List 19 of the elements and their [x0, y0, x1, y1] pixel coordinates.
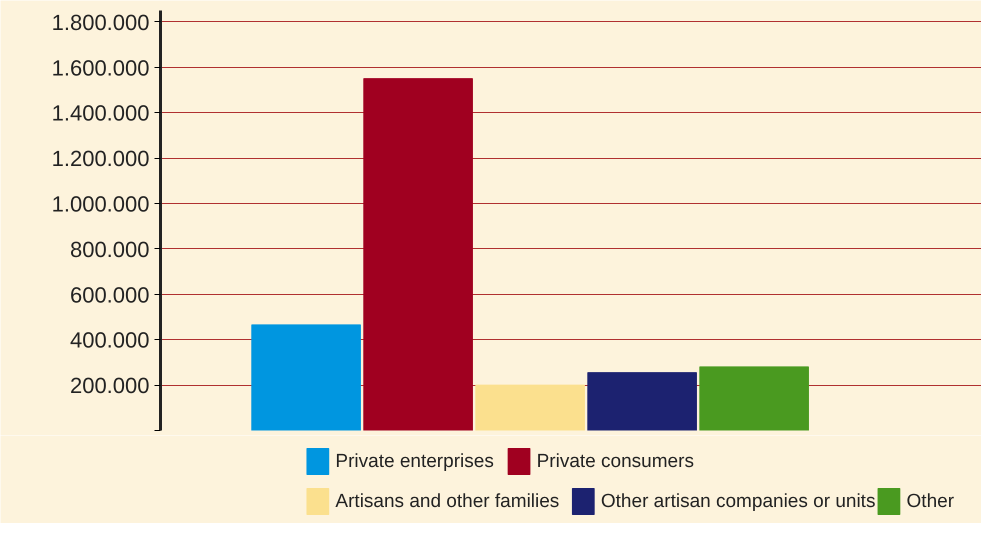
y-tick-label: 1.400.000: [52, 100, 150, 126]
legend-label: Private consumers: [536, 451, 694, 472]
bar: [363, 78, 473, 430]
bar: [587, 372, 697, 430]
legend-label: Other artisan companies or units: [600, 491, 876, 512]
y-tick-label: 1.000.000: [52, 191, 150, 216]
bar: [699, 366, 809, 430]
legend-label: Other: [906, 491, 955, 512]
y-tick-label: 600.000: [70, 282, 150, 308]
y-tick-label: 1.600.000: [52, 55, 150, 80]
y-tick-label: 400.000: [70, 328, 150, 353]
y-tick-label: 1.200.000: [52, 146, 150, 172]
legend-label: Private enterprises: [335, 451, 494, 472]
bar: [251, 324, 361, 430]
y-tick-label: 200.000: [70, 373, 150, 398]
legend-label: Artisans and other families: [335, 491, 560, 512]
y-tick-label: 800.000: [70, 236, 150, 262]
bar: [475, 384, 585, 430]
y-tick-label: 1.800.000: [52, 10, 150, 35]
